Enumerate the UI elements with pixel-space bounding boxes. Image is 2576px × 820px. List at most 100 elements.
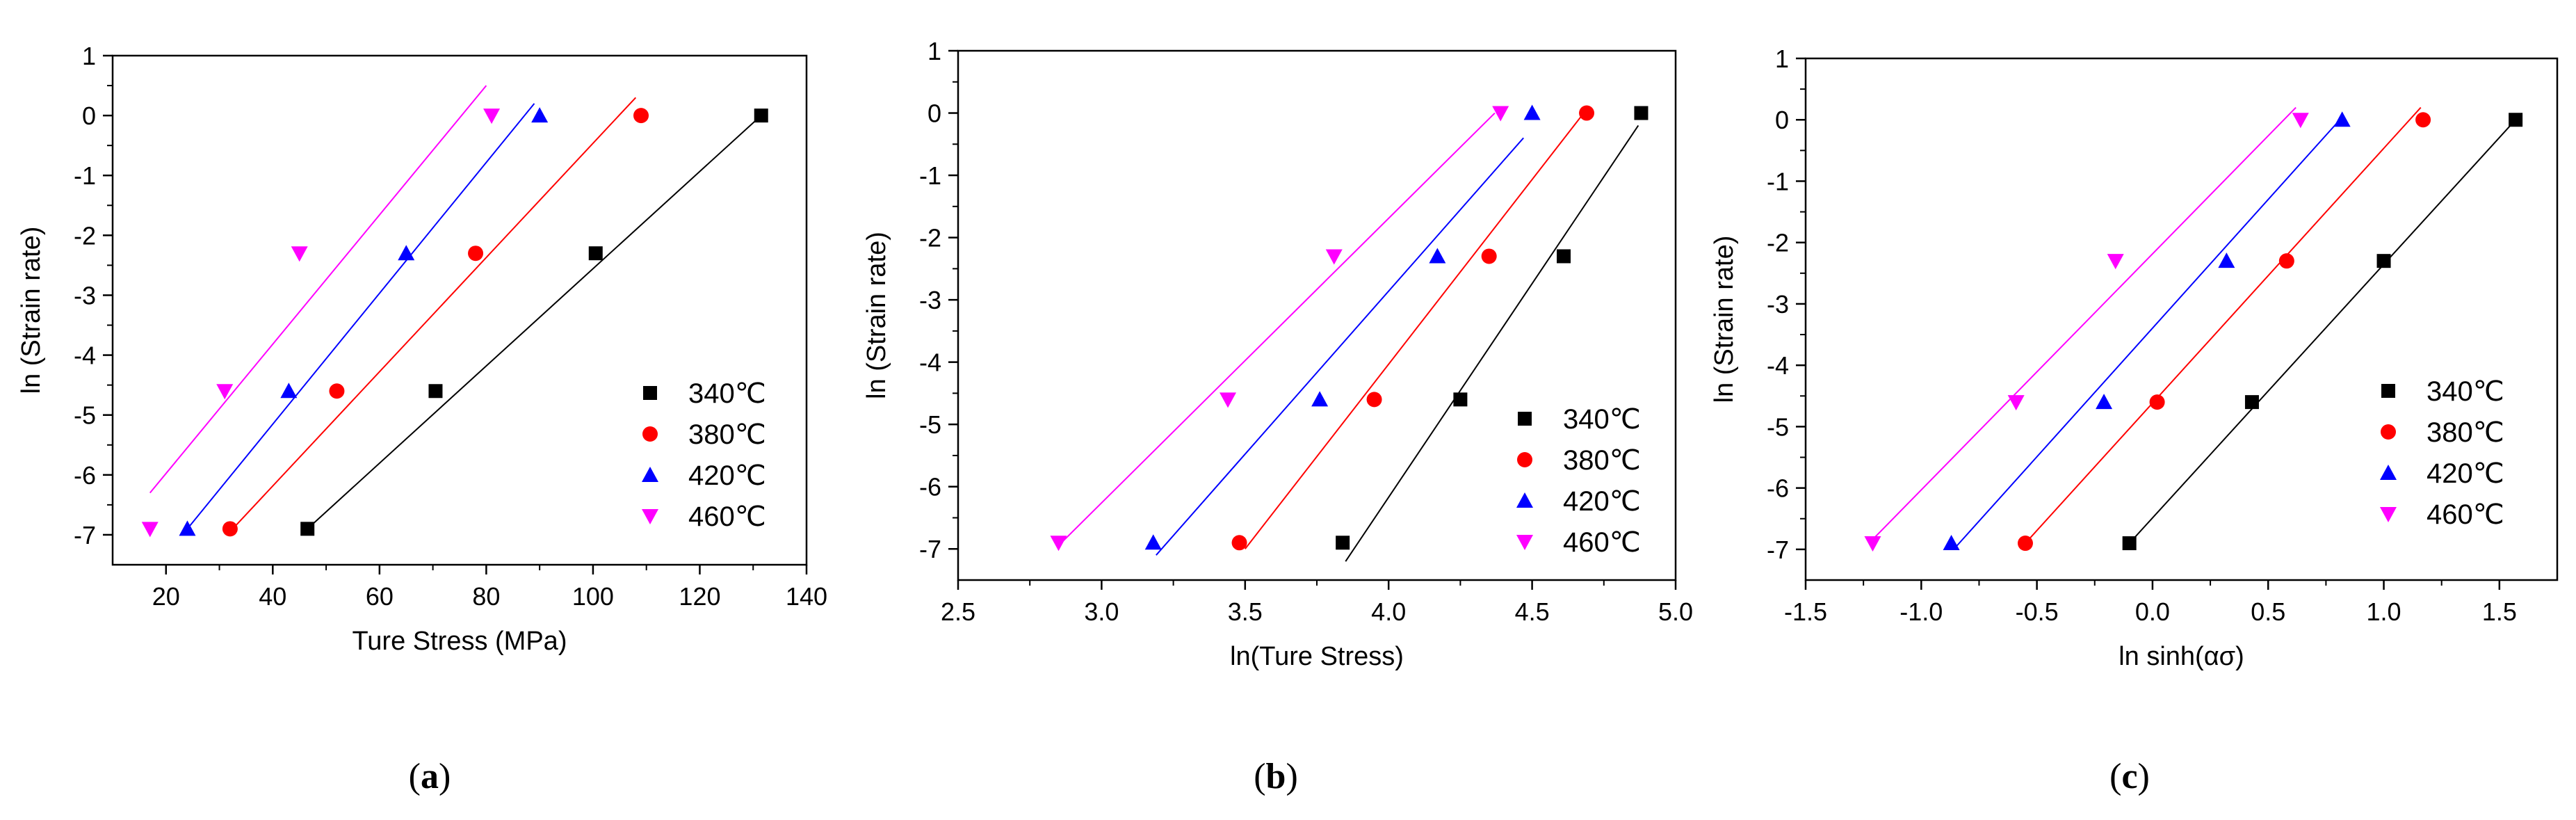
fit-line — [2128, 119, 2516, 544]
x-tick-label: 3.0 — [1084, 597, 1119, 626]
data-point — [2122, 536, 2137, 551]
legend-marker — [1517, 452, 1532, 467]
y-tick-label: 0 — [927, 99, 941, 128]
y-axis-label: ln (Strain rate) — [862, 232, 891, 399]
y-tick-label: -2 — [74, 221, 96, 250]
data-point — [1557, 249, 1571, 264]
legend-label: 340℃ — [2427, 376, 2504, 407]
legend: 340℃ 380℃ 420℃ 460℃ — [2380, 376, 2504, 530]
y-tick-label: -2 — [919, 224, 941, 252]
x-tick-label: 20 — [152, 582, 180, 611]
x-axis-label: ln(Ture Stress) — [1230, 642, 1404, 671]
data-point — [2415, 112, 2431, 128]
data-point — [1579, 105, 1595, 121]
x-axis-label: Ture Stress (MPa) — [353, 627, 567, 656]
panel-caption: (a) — [409, 757, 451, 796]
data-point — [2096, 394, 2113, 410]
data-point — [2278, 253, 2294, 269]
fit-line — [1345, 124, 1639, 562]
x-tick-label: 3.5 — [1228, 597, 1263, 626]
data-point — [754, 108, 768, 123]
legend-marker — [1518, 412, 1532, 426]
y-tick-label: -5 — [1767, 412, 1789, 441]
data-point — [1429, 248, 1446, 264]
x-tick-label: 80 — [472, 582, 500, 611]
y-tick-label: 0 — [1775, 106, 1789, 134]
chart-panel-b: 2.5 3.0 3.5 4.0 4.5 5.0 1 0 -1 -2 -3 -4 -5 -6 -7 ln(Tur… — [862, 37, 1693, 796]
data-point — [2292, 113, 2309, 129]
y-tick-label: -7 — [74, 521, 96, 549]
y-tick-label: 1 — [82, 42, 96, 70]
y-axis-label: ln (Strain rate) — [17, 227, 46, 394]
data-point — [1634, 106, 1649, 120]
fit-line — [186, 103, 535, 529]
legend-label: 380℃ — [2427, 417, 2504, 448]
data-point — [216, 384, 234, 400]
series-triangle-down — [141, 85, 501, 538]
legend-marker — [2380, 507, 2397, 522]
y-tick-label: -1 — [1767, 167, 1789, 195]
y-tick-label: -4 — [74, 341, 96, 370]
y-tick-label: -3 — [1767, 290, 1789, 319]
data-point — [1481, 248, 1497, 264]
y-tick-label: -1 — [919, 161, 941, 190]
y-tick-label: -4 — [1767, 351, 1789, 380]
y-tick-label: -5 — [919, 410, 941, 439]
series-square — [1336, 106, 1649, 562]
legend: 340℃ 380℃ 420℃ 460℃ — [642, 378, 766, 532]
legend-label: 380℃ — [1563, 445, 1641, 476]
legend-label: 340℃ — [1563, 404, 1641, 435]
x-tick-label: 0.0 — [2135, 597, 2170, 626]
legend-marker — [643, 386, 657, 400]
y-axis-label: ln (Strain rate) — [1710, 236, 1739, 403]
data-point — [633, 108, 649, 124]
data-point — [531, 107, 549, 123]
data-point — [1523, 104, 1541, 120]
data-point — [588, 246, 603, 261]
series-square — [300, 108, 768, 536]
y-tick-label: -7 — [919, 535, 941, 563]
x-tick-label: 2.5 — [941, 597, 975, 626]
data-point — [483, 108, 501, 124]
x-tick-label: 1.5 — [2482, 597, 2517, 626]
legend-marker — [1516, 535, 1533, 550]
y-tick-label: -6 — [1767, 474, 1789, 503]
fit-line — [149, 85, 487, 494]
legend-marker — [642, 467, 658, 482]
data-point — [1050, 536, 1067, 552]
y-tick-label: -1 — [74, 161, 96, 190]
data-point — [300, 522, 315, 536]
fit-line — [1953, 119, 2341, 550]
y-tick-label: 1 — [927, 37, 941, 65]
legend-marker — [2380, 465, 2397, 480]
series-triangle-down — [1050, 106, 1509, 552]
y-tick-label: -7 — [1767, 536, 1789, 564]
data-point — [2509, 113, 2523, 127]
legend-label: 460℃ — [688, 501, 766, 532]
data-point — [428, 384, 443, 399]
data-point — [1231, 535, 1247, 551]
series-triangle-down — [1864, 106, 2309, 552]
legend-label: 340℃ — [688, 378, 766, 409]
data-point — [398, 245, 415, 261]
legend-label: 460℃ — [2427, 499, 2504, 530]
x-axis-label: ln sinh(ασ) — [2119, 642, 2244, 671]
y-tick-label: -6 — [74, 461, 96, 490]
series-triangle-up — [1943, 111, 2351, 551]
y-tick-label: -6 — [919, 473, 941, 501]
x-tick-label: 100 — [572, 582, 614, 611]
legend-marker — [1516, 492, 1533, 508]
data-point — [468, 246, 484, 262]
legend-marker — [2381, 424, 2396, 440]
fit-line — [307, 115, 762, 530]
data-point — [1453, 392, 1468, 407]
data-point — [2149, 394, 2165, 410]
x-tick-label: 60 — [366, 582, 394, 611]
data-point — [2007, 395, 2025, 411]
data-point — [1336, 536, 1350, 550]
x-tick-label: 140 — [786, 582, 827, 611]
legend-label: 380℃ — [688, 419, 766, 450]
fit-line — [232, 97, 637, 530]
x-tick-label: 40 — [259, 582, 286, 611]
